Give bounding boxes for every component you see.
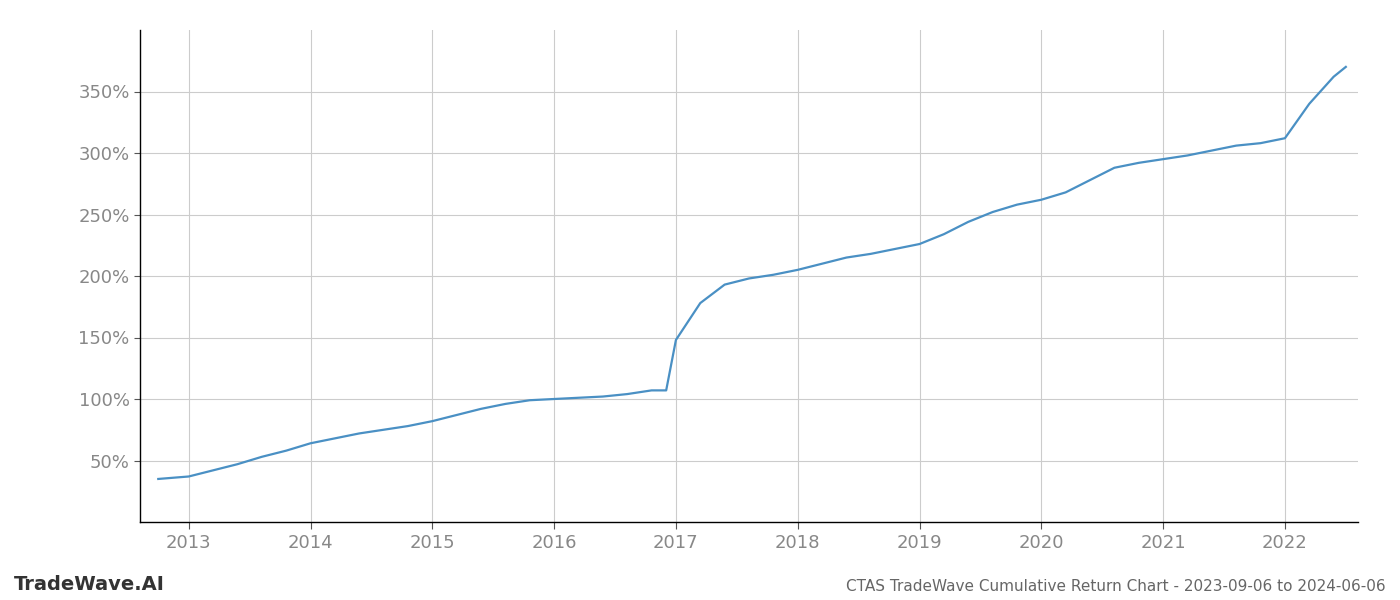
Text: CTAS TradeWave Cumulative Return Chart - 2023-09-06 to 2024-06-06: CTAS TradeWave Cumulative Return Chart -… <box>847 579 1386 594</box>
Text: TradeWave.AI: TradeWave.AI <box>14 575 165 594</box>
